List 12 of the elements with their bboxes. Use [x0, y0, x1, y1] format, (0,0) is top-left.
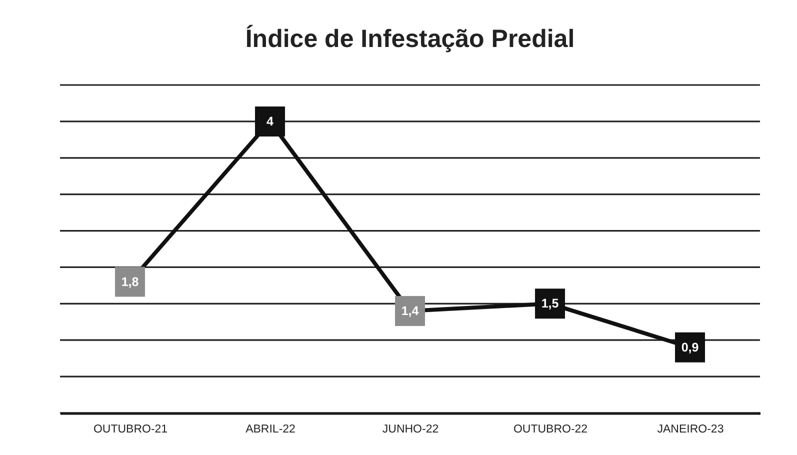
data-label: 1,5 — [541, 296, 559, 311]
x-tick-label: JUNHO-22 — [382, 424, 439, 436]
x-tick-label: OUTUBRO-22 — [513, 424, 588, 436]
data-label: 0,9 — [681, 340, 699, 354]
data-label: 4 — [266, 114, 274, 128]
point — [255, 106, 285, 136]
x-tick-label: ABRIL-22 — [246, 424, 296, 436]
x-tick-label: JANEIRO-23 — [657, 424, 724, 436]
data-label: 1,4 — [401, 304, 419, 318]
x-tick-label: OUTUBRO-21 — [93, 424, 168, 436]
data-label: 1,8 — [121, 274, 139, 289]
chart-title: Índice de Infestação Predial — [245, 24, 575, 54]
